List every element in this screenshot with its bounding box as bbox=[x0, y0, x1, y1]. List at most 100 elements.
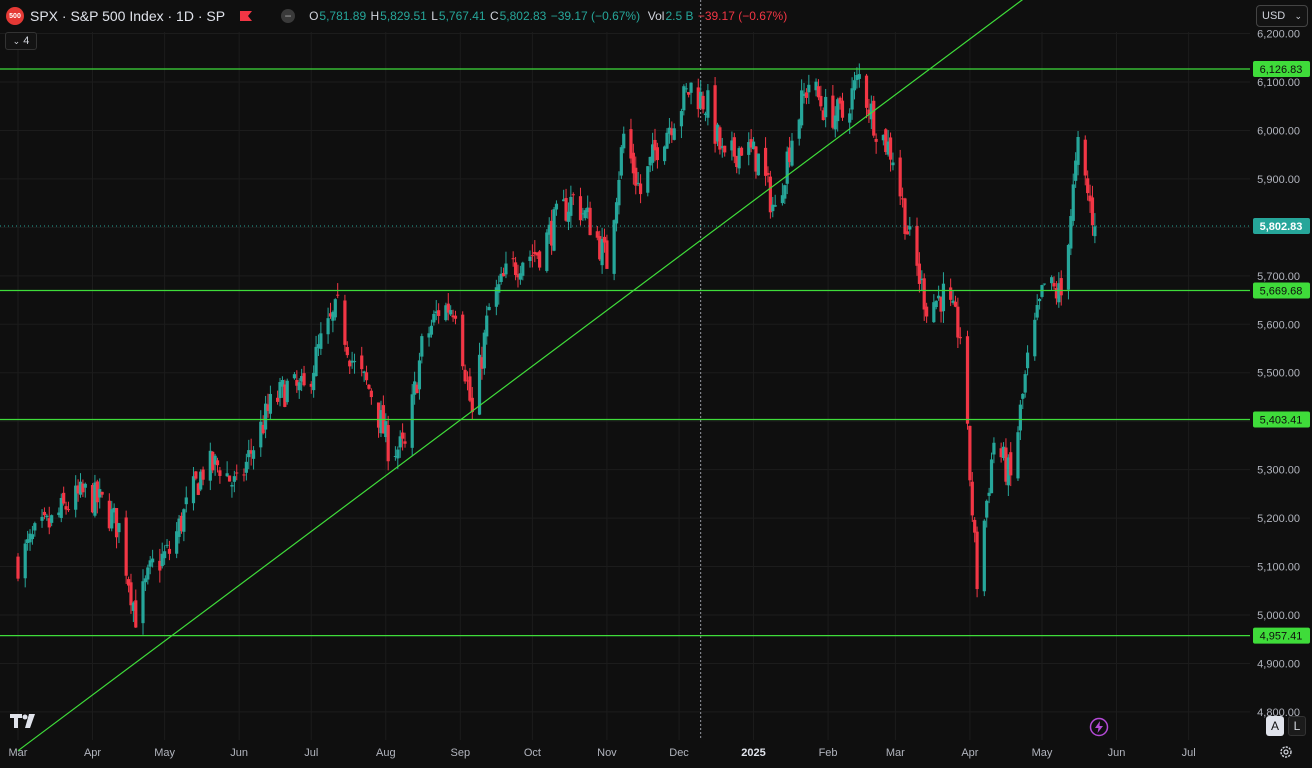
candle-body bbox=[665, 132, 669, 149]
candle-body bbox=[581, 213, 585, 215]
candle-body bbox=[376, 402, 381, 428]
trend-line[interactable] bbox=[17, 0, 1042, 752]
candle-body bbox=[386, 425, 390, 462]
time-tick-label: May bbox=[1032, 747, 1053, 759]
candle-body bbox=[1083, 139, 1087, 176]
candle-body bbox=[463, 369, 467, 382]
currency-select[interactable]: USD ⌄ bbox=[1256, 5, 1308, 27]
candle-body bbox=[427, 333, 431, 338]
time-tick-label: Mar bbox=[886, 747, 905, 759]
symbol-title[interactable]: SPX · S&P 500 Index · 1D · SP bbox=[30, 8, 226, 24]
candle-body bbox=[57, 512, 61, 516]
candle-body bbox=[903, 198, 907, 234]
trend-line-segment[interactable] bbox=[17, 0, 1042, 752]
candle-body bbox=[494, 287, 498, 307]
candle-body bbox=[393, 455, 397, 457]
price-tick-label: 5,200.00 bbox=[1257, 513, 1300, 525]
candle-body bbox=[319, 333, 323, 349]
candle-body bbox=[50, 515, 54, 523]
candle-body bbox=[905, 231, 909, 235]
time-tick-label: Jun bbox=[1108, 747, 1126, 759]
candle-body bbox=[602, 236, 607, 243]
candle-body bbox=[800, 90, 804, 126]
candle-body bbox=[802, 93, 806, 97]
candle-body bbox=[545, 232, 549, 271]
tradingview-logo-icon[interactable] bbox=[10, 712, 42, 730]
candle-body bbox=[497, 284, 501, 293]
candle-body bbox=[932, 302, 936, 323]
low-value: 5,767.41 bbox=[438, 9, 486, 23]
candle-body bbox=[1035, 305, 1039, 318]
price-axis[interactable]: 4,800.00 4,900.00 5,000.00 5,100.00 5,200.00… bbox=[1257, 29, 1300, 719]
candle-body bbox=[468, 376, 472, 401]
candle-body bbox=[881, 134, 885, 141]
candle-body bbox=[191, 476, 196, 504]
candle-body bbox=[129, 582, 133, 606]
candle-body bbox=[965, 336, 970, 424]
time-tick-label: Apr bbox=[84, 747, 101, 759]
open-label: O bbox=[309, 9, 319, 23]
candle-body bbox=[1090, 197, 1095, 226]
candle-body bbox=[348, 360, 352, 367]
horizontal-levels[interactable] bbox=[0, 68, 1250, 637]
flag-icon[interactable] bbox=[239, 10, 253, 22]
candle-body bbox=[364, 372, 369, 381]
candle-body bbox=[915, 225, 919, 266]
candle-body bbox=[23, 543, 27, 579]
candle-body bbox=[148, 560, 152, 567]
candle-body bbox=[824, 96, 828, 118]
lightning-icon[interactable] bbox=[1089, 717, 1109, 737]
candle-body bbox=[840, 100, 845, 118]
candle-body bbox=[218, 470, 222, 476]
candle-body bbox=[444, 305, 448, 321]
candle-body bbox=[1021, 393, 1025, 399]
candle-body bbox=[415, 384, 419, 394]
symbol-header: 500 SPX · S&P 500 Index · 1D · SP − O5,7… bbox=[0, 0, 1250, 32]
price-tick-label: 5,600.00 bbox=[1257, 319, 1300, 331]
time-tick-label: Nov bbox=[597, 747, 617, 759]
level-price-tag bbox=[1253, 411, 1310, 428]
candle-body bbox=[516, 274, 520, 278]
candle-body bbox=[451, 315, 455, 318]
candle-body bbox=[1009, 452, 1013, 476]
candle-body bbox=[975, 531, 979, 590]
time-axis[interactable]: Mar Apr May Jun Jul Aug Sep Oct Nov Dec 2025 Feb Mar… bbox=[9, 747, 1196, 759]
collapse-legend-button[interactable]: − bbox=[281, 9, 296, 23]
candle-body bbox=[369, 390, 373, 398]
candle-body bbox=[78, 481, 83, 495]
candle-body bbox=[648, 156, 652, 166]
candle-body bbox=[937, 295, 941, 299]
candle-body bbox=[720, 146, 724, 148]
candle-body bbox=[773, 205, 777, 207]
candle-body bbox=[663, 146, 667, 162]
candle-body bbox=[1086, 178, 1090, 194]
candle-body bbox=[655, 147, 659, 161]
candle-body bbox=[117, 523, 121, 533]
candle-body bbox=[699, 91, 703, 109]
gear-icon[interactable] bbox=[1279, 745, 1293, 759]
indicators-toggle[interactable]: ⌄ 4 bbox=[5, 32, 37, 50]
candle-body bbox=[167, 548, 172, 554]
candle-body bbox=[922, 278, 926, 310]
price-tick-label: 6,100.00 bbox=[1257, 77, 1300, 89]
candle-body bbox=[131, 602, 135, 611]
candle-body bbox=[487, 306, 491, 311]
candle-body bbox=[74, 485, 78, 510]
candle-body bbox=[429, 325, 434, 335]
candle-body bbox=[732, 137, 736, 157]
candle-body bbox=[622, 133, 626, 149]
candle-body bbox=[302, 373, 306, 386]
candle-body bbox=[501, 272, 506, 277]
high-label: H bbox=[370, 9, 380, 23]
candle-body bbox=[449, 310, 453, 315]
candle-body bbox=[992, 442, 996, 455]
candle-body bbox=[300, 375, 304, 382]
candle-body bbox=[280, 380, 285, 387]
auto-scale-button[interactable]: A bbox=[1266, 716, 1284, 736]
log-scale-button[interactable]: L bbox=[1288, 716, 1306, 736]
candle-body bbox=[831, 95, 835, 128]
candle-body bbox=[807, 84, 811, 93]
candle-body bbox=[314, 346, 318, 377]
candle-body bbox=[538, 251, 542, 268]
